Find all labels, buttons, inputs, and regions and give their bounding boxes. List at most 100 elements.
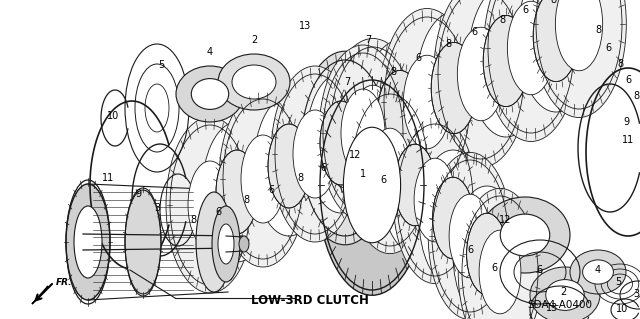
Ellipse shape bbox=[293, 110, 337, 198]
Text: 10: 10 bbox=[107, 111, 119, 121]
Ellipse shape bbox=[419, 150, 487, 286]
Ellipse shape bbox=[532, 0, 627, 117]
Ellipse shape bbox=[428, 152, 512, 319]
Ellipse shape bbox=[306, 73, 376, 213]
Text: 8: 8 bbox=[499, 15, 505, 25]
Ellipse shape bbox=[433, 177, 474, 259]
Ellipse shape bbox=[414, 158, 456, 242]
Ellipse shape bbox=[416, 12, 492, 164]
Ellipse shape bbox=[467, 213, 508, 295]
Text: 11: 11 bbox=[622, 135, 634, 145]
Ellipse shape bbox=[254, 96, 324, 236]
Ellipse shape bbox=[380, 9, 474, 196]
Text: 5: 5 bbox=[615, 277, 621, 287]
Ellipse shape bbox=[484, 0, 579, 142]
Ellipse shape bbox=[468, 0, 544, 137]
Text: 6: 6 bbox=[215, 207, 221, 217]
Ellipse shape bbox=[508, 1, 555, 95]
Text: 8: 8 bbox=[595, 25, 601, 35]
Text: 6: 6 bbox=[605, 43, 611, 53]
Text: 6: 6 bbox=[467, 245, 473, 255]
Ellipse shape bbox=[434, 0, 528, 167]
Ellipse shape bbox=[570, 250, 626, 294]
Ellipse shape bbox=[458, 27, 505, 121]
Ellipse shape bbox=[191, 78, 228, 109]
Ellipse shape bbox=[326, 39, 420, 226]
Text: 13: 13 bbox=[546, 303, 558, 313]
Ellipse shape bbox=[449, 194, 491, 278]
Ellipse shape bbox=[319, 45, 407, 221]
Text: 2: 2 bbox=[560, 287, 566, 297]
Polygon shape bbox=[32, 286, 48, 304]
Ellipse shape bbox=[393, 116, 477, 284]
Ellipse shape bbox=[348, 86, 432, 254]
Ellipse shape bbox=[480, 197, 570, 273]
Text: 8: 8 bbox=[550, 0, 556, 5]
Text: 6: 6 bbox=[380, 175, 386, 185]
Text: 12: 12 bbox=[349, 150, 361, 160]
Text: LOW-3RD CLUTCH: LOW-3RD CLUTCH bbox=[251, 293, 369, 307]
Ellipse shape bbox=[362, 40, 438, 192]
Ellipse shape bbox=[403, 55, 451, 149]
Text: 9: 9 bbox=[623, 117, 629, 127]
Text: FR.: FR. bbox=[56, 278, 72, 287]
Ellipse shape bbox=[74, 206, 102, 278]
Ellipse shape bbox=[271, 66, 359, 242]
Ellipse shape bbox=[241, 135, 285, 223]
Text: 8: 8 bbox=[297, 173, 303, 183]
Text: 7: 7 bbox=[344, 77, 350, 87]
Ellipse shape bbox=[219, 91, 307, 267]
Text: 6: 6 bbox=[625, 75, 631, 85]
Ellipse shape bbox=[320, 101, 362, 185]
Ellipse shape bbox=[369, 128, 411, 212]
Text: 8: 8 bbox=[617, 59, 623, 69]
Ellipse shape bbox=[268, 124, 310, 208]
Ellipse shape bbox=[453, 186, 521, 319]
Text: 4: 4 bbox=[595, 265, 601, 275]
Text: 7: 7 bbox=[365, 35, 371, 45]
Text: 6: 6 bbox=[415, 53, 421, 63]
Text: 10: 10 bbox=[616, 304, 628, 314]
Text: 6: 6 bbox=[471, 27, 477, 37]
Text: 6: 6 bbox=[320, 163, 326, 173]
Text: 6: 6 bbox=[268, 185, 274, 195]
Text: 13: 13 bbox=[299, 21, 311, 31]
Ellipse shape bbox=[546, 279, 584, 310]
Ellipse shape bbox=[166, 117, 254, 293]
Ellipse shape bbox=[66, 184, 110, 300]
Ellipse shape bbox=[479, 230, 521, 314]
Text: SDA4-A0400: SDA4-A0400 bbox=[527, 300, 593, 310]
Text: 6: 6 bbox=[491, 263, 497, 273]
Ellipse shape bbox=[188, 161, 232, 249]
Text: 8: 8 bbox=[445, 39, 451, 49]
Text: 11: 11 bbox=[102, 173, 114, 183]
Text: 6: 6 bbox=[522, 5, 528, 15]
Ellipse shape bbox=[344, 127, 401, 243]
Ellipse shape bbox=[218, 224, 234, 264]
Text: 8: 8 bbox=[243, 195, 249, 205]
Ellipse shape bbox=[533, 0, 579, 82]
Text: 5: 5 bbox=[158, 60, 164, 70]
Ellipse shape bbox=[483, 15, 529, 107]
Text: 8: 8 bbox=[633, 91, 639, 101]
Ellipse shape bbox=[341, 89, 385, 177]
Ellipse shape bbox=[218, 54, 290, 110]
Ellipse shape bbox=[176, 66, 244, 122]
Text: 12: 12 bbox=[499, 215, 511, 225]
Ellipse shape bbox=[582, 260, 613, 284]
Ellipse shape bbox=[325, 108, 365, 188]
Ellipse shape bbox=[381, 117, 449, 253]
Text: 9: 9 bbox=[135, 189, 141, 199]
Ellipse shape bbox=[431, 42, 477, 134]
Text: 3: 3 bbox=[154, 203, 160, 213]
Ellipse shape bbox=[196, 192, 232, 292]
Text: 2: 2 bbox=[251, 35, 257, 45]
Ellipse shape bbox=[239, 236, 249, 252]
Text: 4: 4 bbox=[207, 47, 213, 57]
Ellipse shape bbox=[556, 0, 603, 71]
Ellipse shape bbox=[349, 85, 397, 179]
Ellipse shape bbox=[530, 267, 600, 319]
Ellipse shape bbox=[202, 122, 272, 262]
Text: 1: 1 bbox=[360, 169, 366, 179]
Ellipse shape bbox=[216, 150, 258, 234]
